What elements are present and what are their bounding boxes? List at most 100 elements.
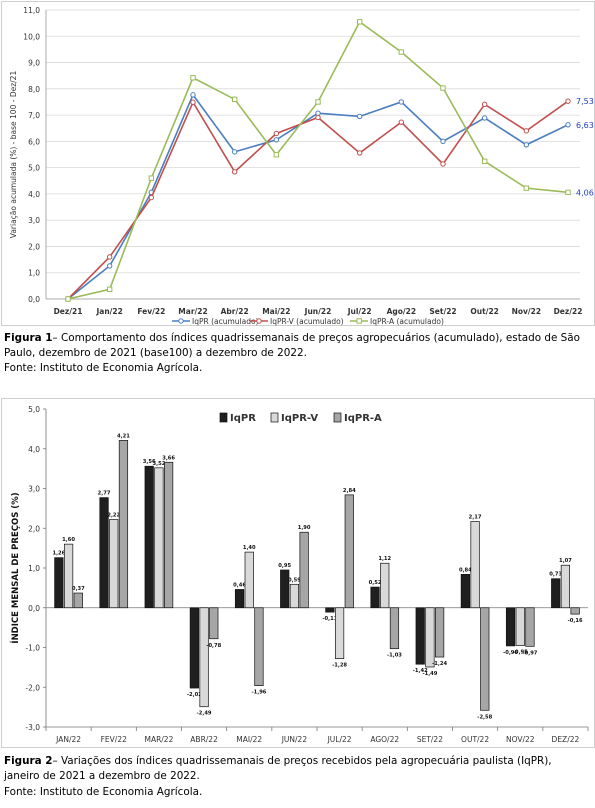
bar-value-label: 2,77 [98,491,111,497]
series-line-3 [67,20,569,300]
bar-value-label: 2,84 [343,488,356,494]
bar-value-label: 2,17 [469,514,482,520]
bar-value-label: -2,49 [197,711,212,717]
x-tick-label: Jan/22 [95,307,122,316]
bar-iqpr [54,557,64,609]
y-tick-label: 3,0 [28,216,40,225]
legend-label: IqPR (acumulado) [192,317,259,326]
data-point [106,254,113,260]
data-point [315,114,321,121]
bar-iqpr-v [515,607,525,646]
x-tick-label: Dez/22 [554,307,583,316]
bar-iqpr-v [380,562,390,609]
bar-value-label: 0,59 [288,577,301,583]
data-point [106,263,113,269]
x-tick-label: Dez/21 [54,307,83,316]
series-line-1 [67,93,569,300]
figure2-source: Fonte: Instituto de Economia Agrícola. [4,786,203,798]
y-tick-label: -3,0 [25,723,40,732]
data-point [65,296,71,302]
y-tick-label: 10,0 [23,32,40,41]
data-point [190,99,196,105]
bar-iqpr-a [299,531,309,609]
bar-iqpr-a [73,592,83,609]
bar-value-label: -2,58 [477,714,492,720]
bar-value-label: 1,90 [298,525,311,531]
y-tick-label: 3,0 [28,485,40,494]
y-tick-label: 9,0 [28,59,40,68]
legend-label: IqPR-A (acumulado) [370,317,444,326]
data-point [273,130,280,137]
bar-value-label: 1,60 [62,537,75,543]
y-tick-label: 6,0 [28,137,40,146]
data-point [356,19,363,25]
bar-iqpr-a [254,607,264,687]
bar-iqpr [144,465,154,609]
bar-iqpr [551,578,561,609]
y-tick-label: 7,0 [28,111,40,120]
bar-value-label: -1,03 [387,653,402,659]
bar-value-label: 2,22 [107,513,120,519]
bar-iqpr-a [570,607,580,615]
bar-value-label: -0,96 [503,650,518,656]
end-value-label: 6,63 [576,121,594,130]
bar-iqpr [99,497,109,609]
figure1-caption: Figura 1– Comportamento dos índices quad… [4,331,590,361]
data-point [106,286,113,292]
data-point [356,150,363,156]
data-point [565,98,571,104]
data-point [148,194,155,201]
figure2-chart-frame: -3,0 -2,0 -1,0 0,0 1,0 2,0 3,0 4,0 5,0 JAN/22 FEV/… [1,398,595,748]
bar-iqpr-a [118,440,129,609]
bar-iqpr-v [63,543,74,609]
y-axis-label: Variação acumulada (%) - base 100 - Dez/… [9,71,18,239]
x-tick-label: Jul/22 [347,307,372,316]
figure1-caption-text: – Comportamento dos índices quadrisseman… [4,332,580,359]
x-tick-label: Mai/22 [262,307,290,316]
data-point [565,189,571,196]
x-tick-label: Out/22 [470,307,498,316]
data-point [440,138,446,145]
bar-value-label: 0,52 [369,580,382,586]
bar-iqpr-a [344,494,354,609]
y-tick-label: 2,0 [28,242,40,251]
x-tick-label: MAR/22 [144,735,173,744]
bar-iqpr [505,607,516,647]
x-tick-label: Fev/22 [137,307,165,316]
figure1-line-chart: 0,0 1,0 2,0 3,0 4,0 5,0 6,0 7,0 8,0 9,0 10,0 11,0 De… [9,6,594,326]
bar-iqpr-v [425,607,435,668]
x-tick-label: Ago/22 [387,307,417,316]
bar-value-label: -0,95 [513,650,528,656]
bar-iqpr [189,607,199,689]
bar-value-label: 4,21 [117,433,130,439]
legend-label: IqPR-A [344,413,382,424]
bar-value-label: -0,16 [568,618,583,624]
bar-iqpr [460,574,470,609]
data-point [273,152,280,158]
x-tick-label: NOV/22 [506,735,535,744]
y-tick-label: 4,0 [28,445,40,454]
figure2-caption-text: – Variações dos índices quadrissemanais … [4,755,552,782]
data-point [273,137,280,143]
bar-iqpr [234,589,245,609]
x-tick-label: OUT/22 [461,735,489,744]
data-point [523,142,530,148]
data-point [231,149,238,155]
bar-value-label: -1,28 [332,663,347,669]
bar-iqpr-a [164,461,174,609]
legend-label: IqPR-V (acumulado) [270,317,344,326]
figure1-chart-frame: 0,0 1,0 2,0 3,0 4,0 5,0 6,0 7,0 8,0 9,0 10,0 11,0 De… [1,1,595,326]
data-point [231,169,238,175]
bar-iqpr-a [525,607,535,647]
bar-iqpr-v [244,551,254,609]
data-point [148,175,155,181]
data-point [481,158,488,165]
y-tick-label: 5,0 [28,164,40,173]
bar-value-label: 0,73 [549,572,562,578]
figure2-bar-chart: -3,0 -2,0 -1,0 0,0 1,0 2,0 3,0 4,0 5,0 JAN/22 FEV/… [9,405,589,744]
bar-iqpr-a [480,607,490,711]
bar-iqpr [415,607,425,665]
figure2-caption-label: Figura 2 [4,755,53,767]
bar-value-label: 1,26 [52,551,65,557]
data-point [398,49,405,55]
